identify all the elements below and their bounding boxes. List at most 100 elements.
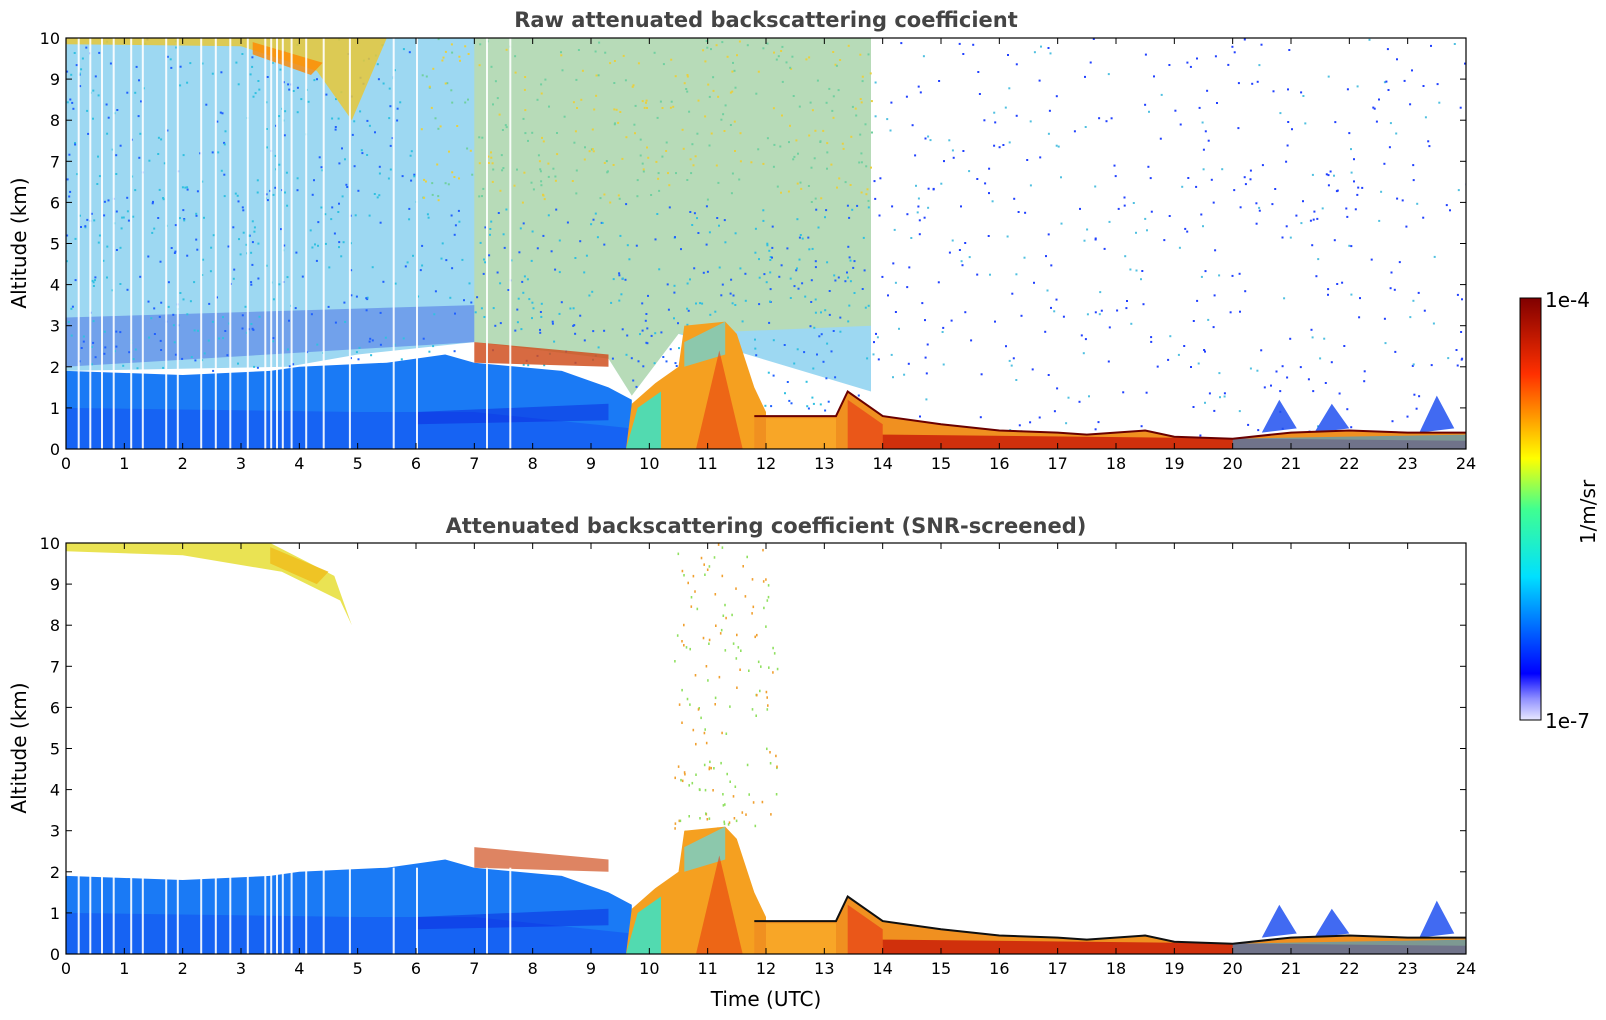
noise-pixel: [606, 171, 609, 174]
noise-pixel: [301, 275, 304, 278]
x-tick-label: 13: [814, 454, 834, 473]
noise-pixel: [378, 194, 381, 197]
noise-pixel: [762, 580, 765, 583]
noise-pixel: [1423, 309, 1426, 312]
noise-pixel: [1422, 216, 1425, 219]
noise-pixel: [531, 131, 534, 134]
noise-pixel: [618, 272, 621, 275]
y-tick-label: 6: [50, 698, 60, 717]
noise-pixel: [1460, 331, 1463, 333]
noise-pixel: [729, 705, 731, 708]
noise-pixel: [516, 321, 519, 324]
noise-pixel: [402, 337, 405, 340]
noise-pixel: [457, 209, 460, 212]
noise-pixel: [1313, 210, 1316, 213]
noise-pixel: [855, 114, 858, 117]
noise-pixel: [938, 80, 941, 82]
noise-pixel: [849, 259, 852, 262]
noise-pixel: [1130, 322, 1133, 325]
noise-pixel: [615, 108, 618, 111]
noise-pixel: [1461, 357, 1464, 360]
noise-pixel: [182, 298, 185, 301]
noise-pixel: [833, 274, 836, 277]
noise-pixel: [1135, 231, 1137, 234]
noise-pixel: [1150, 340, 1153, 343]
noise-pixel: [984, 182, 987, 185]
noise-pixel: [518, 251, 521, 254]
noise-pixel: [1312, 390, 1315, 393]
noise-pixel: [820, 197, 823, 200]
noise-pixel: [674, 362, 677, 365]
noise-pixel: [870, 100, 873, 103]
noise-pixel: [788, 399, 791, 402]
noise-pixel: [296, 177, 299, 180]
noise-pixel: [745, 813, 747, 816]
noise-pixel: [539, 328, 541, 331]
noise-pixel: [1202, 168, 1205, 171]
noise-pixel: [476, 296, 479, 299]
noise-pixel: [288, 319, 290, 322]
noise-pixel: [871, 131, 873, 134]
noise-pixel: [1015, 273, 1018, 276]
noise-pixel: [642, 168, 645, 171]
noise-pixel: [707, 83, 710, 86]
noise-pixel: [922, 55, 925, 58]
noise-pixel: [674, 827, 676, 830]
broken-cloud: [1261, 904, 1297, 938]
data-gap: [89, 38, 92, 449]
noise-pixel: [316, 78, 318, 81]
data-gap: [165, 38, 168, 449]
noise-pixel: [1457, 189, 1460, 192]
noise-pixel: [1092, 38, 1095, 40]
noise-pixel: [574, 332, 577, 335]
noise-pixel: [103, 330, 106, 333]
noise-pixel: [683, 82, 686, 85]
noise-pixel: [634, 104, 637, 107]
noise-pixel: [504, 124, 507, 127]
noise-pixel: [1148, 110, 1150, 113]
noise-pixel: [516, 168, 518, 171]
noise-pixel: [799, 181, 802, 184]
noise-pixel: [706, 818, 709, 821]
noise-pixel: [708, 767, 711, 771]
noise-pixel: [401, 175, 404, 178]
noise-pixel: [1336, 283, 1339, 285]
noise-pixel: [765, 281, 768, 284]
noise-pixel: [1192, 406, 1195, 408]
noise-pixel: [365, 309, 368, 312]
noise-pixel: [646, 146, 648, 149]
noise-pixel: [575, 169, 578, 172]
noise-pixel: [942, 326, 945, 329]
noise-pixel: [1285, 160, 1288, 163]
noise-pixel: [574, 257, 577, 259]
noise-pixel: [874, 81, 877, 84]
noise-pixel: [712, 89, 715, 92]
noise-pixel: [138, 156, 141, 159]
noise-pixel: [1456, 364, 1459, 367]
noise-pixel: [158, 315, 161, 318]
noise-pixel: [750, 161, 753, 164]
noise-pixel: [889, 129, 892, 132]
noise-pixel: [752, 605, 755, 609]
noise-pixel: [203, 352, 206, 355]
noise-pixel: [496, 271, 499, 274]
y-tick-label: 8: [50, 616, 60, 635]
noise-pixel: [788, 141, 790, 144]
noise-pixel: [1213, 409, 1216, 412]
noise-pixel: [839, 316, 842, 319]
noise-pixel: [814, 298, 817, 301]
noise-pixel: [278, 283, 281, 286]
noise-pixel: [594, 50, 597, 53]
noise-pixel: [542, 234, 545, 237]
noise-pixel: [1233, 51, 1236, 54]
noise-pixel: [657, 177, 660, 180]
noise-pixel: [295, 251, 298, 254]
noise-pixel: [1048, 109, 1051, 112]
noise-pixel: [1323, 337, 1326, 340]
noise-pixel: [396, 119, 399, 122]
noise-pixel: [695, 773, 697, 776]
noise-pixel: [757, 148, 760, 151]
noise-pixel: [807, 185, 810, 187]
noise-pixel: [369, 337, 372, 340]
colorbar-unit-label: 1/m/sr: [1576, 479, 1600, 544]
